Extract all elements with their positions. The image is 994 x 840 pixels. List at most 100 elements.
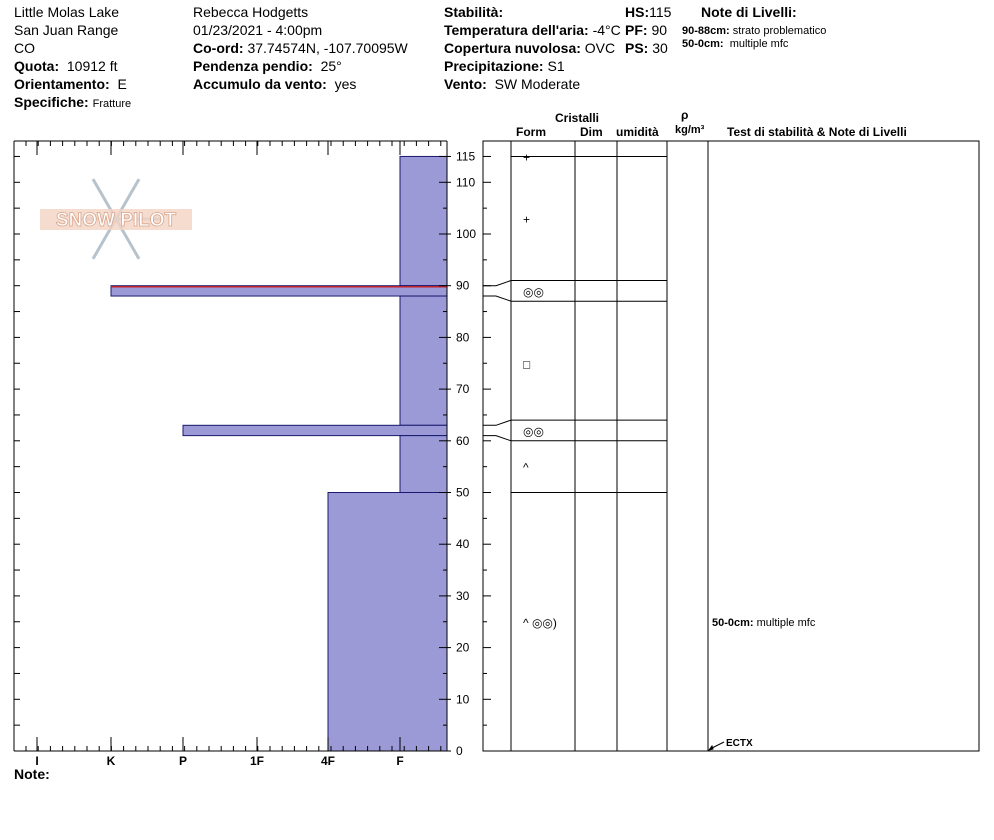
observer-name: Rebecca Hodgetts: [193, 4, 309, 20]
hardness-tick-label: 4F: [321, 754, 335, 768]
note-label: Note:: [14, 766, 50, 782]
hs-label: HS:: [625, 4, 650, 20]
crystal-form-symbol: ◎◎: [523, 424, 544, 438]
crystal-form-symbol: +: [523, 212, 530, 226]
slope-label: Pendenza pendio:: [193, 58, 313, 74]
specifics-value: Fratture: [92, 98, 132, 110]
wind-label: Vento:: [444, 76, 487, 92]
depth-tick-label: 110: [456, 175, 475, 189]
stability-tests-header: Test di stabilità & Note di Livelli: [727, 125, 907, 139]
ps-label: PS:: [625, 40, 649, 56]
elevation-label: Quota:: [14, 58, 60, 74]
wind-value: SW Moderate: [494, 76, 581, 92]
cloud-label: Copertura nuvolosa:: [444, 40, 581, 56]
crystal-form-symbol: □: [523, 357, 530, 371]
depth-tick-label: 100: [456, 227, 476, 241]
elevation-value: 10912 ft: [66, 58, 118, 74]
stability-test-arrowhead: [707, 744, 714, 751]
coord-label: Co-ord:: [193, 40, 244, 56]
watermark-text: SNOW PILOT: [56, 210, 177, 231]
stability-test-label: ECTX: [726, 738, 753, 749]
size-header: Dim: [580, 125, 603, 139]
pf-value: 90: [651, 22, 668, 38]
location-name: Little Molas Lake: [14, 4, 120, 20]
stability-row: Stabilità:: [444, 3, 621, 21]
air-temp-row: Temperatura dell'aria: -4°C: [444, 21, 621, 39]
depth-tick-label: 20: [456, 641, 470, 655]
layer-note-1: 90-88cm: strato problematico: [682, 24, 826, 38]
density-symbol: ρ: [681, 108, 689, 122]
aspect-value: E: [117, 76, 127, 92]
crystals-header: Cristalli: [555, 111, 600, 125]
density-unit: kg/m³: [675, 124, 705, 136]
specifics-row: Specifiche: Fratture: [14, 93, 131, 111]
wind-loading-row: Accumulo da vento: yes: [193, 75, 408, 93]
snowpilot-watermark: [40, 178, 192, 260]
depth-tick-label: 10: [456, 692, 470, 706]
air-temp-value: -4°C: [592, 22, 621, 38]
ps-value: 30: [652, 40, 668, 56]
crystal-form-symbol: ^: [523, 461, 529, 475]
wind-loading-value: yes: [334, 76, 357, 92]
observer-info: Rebecca Hodgetts 01/23/2021 - 4:00pm Co-…: [193, 3, 408, 93]
layer-note-1-text: strato problematico: [732, 25, 827, 37]
pf-label: PF:: [625, 22, 648, 38]
precip-row: Precipitazione: S1: [444, 57, 621, 75]
layer-note-2-text: multiple mfc: [729, 38, 789, 50]
crystal-form-symbol: ^ ◎◎): [523, 616, 557, 630]
depth-tick-label: 40: [456, 537, 470, 551]
hs-row: HS:115: [625, 3, 671, 21]
conditions-info: Stabilità: Temperatura dell'aria: -4°C C…: [444, 3, 621, 93]
layer-note-1-range: 90-88cm:: [682, 25, 730, 37]
layer-note-2: 50-0cm: multiple mfc: [682, 37, 788, 51]
snow-depth-info: HS:115 PF: 90 PS: 30: [625, 3, 672, 57]
layer-connector-line: [483, 435, 512, 442]
layer-note-2-range: 50-0cm:: [682, 38, 724, 50]
layer-table-frame: [482, 140, 980, 752]
slope-row: Pendenza pendio: 25°: [193, 57, 408, 75]
test-note: 50-0cm: multiple mfc: [712, 617, 816, 629]
moisture-header: umidità: [616, 125, 659, 139]
mountain-range: San Juan Range: [14, 22, 119, 38]
depth-tick-label: 90: [456, 279, 470, 293]
slope-value: 25°: [320, 58, 342, 74]
hardness-tick-label: 1F: [250, 754, 264, 768]
layer-notes: Note di Livelli:: [701, 3, 797, 21]
hardness-layer-bar: [399, 435, 448, 494]
hardness-tick-label: P: [179, 754, 187, 768]
depth-tick-label: 50: [456, 486, 470, 500]
form-header: Form: [516, 125, 546, 139]
hs-value: 115: [649, 4, 672, 20]
hardness-tick-label: K: [107, 754, 116, 768]
crystal-form-symbol: ◎◎: [523, 285, 544, 299]
air-temp-label: Temperatura dell'aria:: [444, 22, 589, 38]
hardness-layer-bar: [182, 424, 448, 437]
pf-row: PF: 90: [625, 21, 671, 39]
crystal-form-symbol: +: [523, 150, 530, 164]
layer-connector-line: [483, 295, 512, 302]
ps-row: PS: 30: [625, 39, 671, 57]
layer-connector-line: [483, 280, 512, 287]
wind-row: Vento: SW Moderate: [444, 75, 621, 93]
coord-row: Co-ord: 37.74574N, -107.70095W: [193, 39, 408, 57]
layer-notes-title: Note di Livelli:: [701, 4, 797, 20]
precip-value: S1: [547, 58, 565, 74]
cloud-value: OVC: [584, 40, 616, 56]
stability-label: Stabilità:: [444, 4, 504, 20]
depth-tick-label: 60: [456, 434, 470, 448]
aspect-label: Orientamento:: [14, 76, 110, 92]
hardness-tick-label: I: [35, 754, 38, 768]
layer-connector-line: [483, 419, 512, 426]
state: CO: [14, 40, 35, 56]
coord-value: 37.74574N, -107.70095W: [247, 40, 408, 56]
depth-tick-label: 115: [456, 149, 475, 163]
hardness-layer-bar: [327, 492, 448, 752]
hardness-layer-bar: [399, 295, 448, 426]
observation-datetime: 01/23/2021 - 4:00pm: [193, 22, 323, 38]
depth-tick-label: 30: [456, 589, 470, 603]
cloud-row: Copertura nuvolosa: OVC: [444, 39, 621, 57]
precip-label: Precipitazione:: [444, 58, 544, 74]
hardness-layer-bar: [399, 155, 448, 287]
depth-tick-label: 70: [456, 382, 470, 396]
